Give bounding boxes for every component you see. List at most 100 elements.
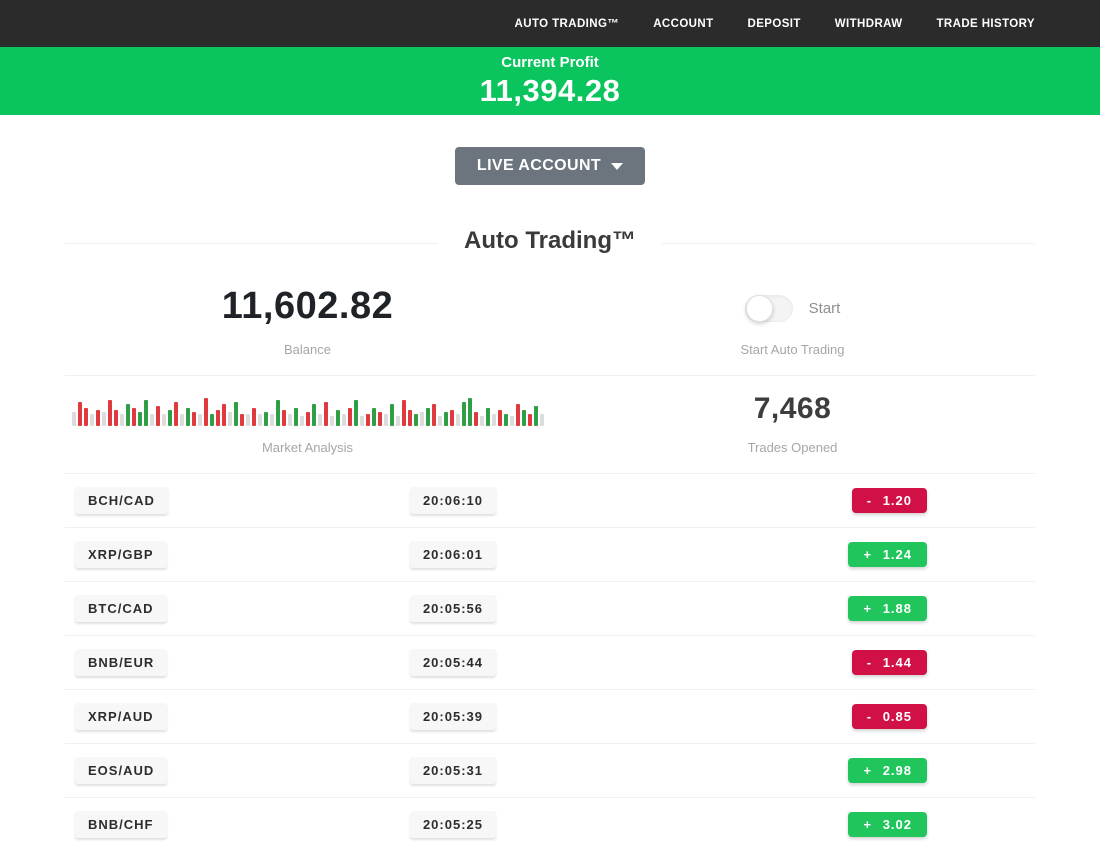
market-bar [353,400,358,426]
pair-cell: BNB/EUR [65,649,317,676]
market-bar [359,416,364,426]
pair-badge: XRP/GBP [75,541,167,568]
balance-stat: 11,602.82 Balance [65,285,550,357]
toggle-knob-icon [745,295,773,322]
market-bar [245,414,250,426]
market-bar [125,404,130,426]
trade-row: BTC/CAD 20:05:56 + 1.88 [65,582,1035,636]
time-cell: 20:05:39 [317,703,589,730]
market-bar [491,414,496,426]
result-badge: - 0.85 [851,704,927,729]
top-nav-items: AUTO TRADING™ ACCOUNT DEPOSIT WITHDRAW T… [65,18,1035,30]
market-bar [119,414,124,426]
market-bar [455,414,460,426]
time-badge: 20:06:10 [409,487,496,514]
trade-row: XRP/GBP 20:06:01 + 1.24 [65,528,1035,582]
market-bar [167,410,172,426]
market-bar [389,404,394,426]
market-bar [83,408,88,426]
market-bar [227,412,232,426]
time-cell: 20:05:44 [317,649,589,676]
market-bar [341,414,346,426]
market-bar [509,416,514,426]
stats-row-1: 11,602.82 Balance Start Start Auto Tradi… [65,259,1035,376]
nav-trade-history[interactable]: TRADE HISTORY [936,17,1035,30]
current-profit-value: 11,394.28 [479,72,621,108]
market-bar [419,412,424,426]
market-bar [161,414,166,426]
pair-cell: XRP/AUD [65,703,317,730]
market-bar [449,410,454,426]
account-selector-row: LIVE ACCOUNT [65,147,1035,185]
market-analysis-chart [71,392,544,426]
auto-trading-toggle[interactable] [744,295,793,322]
market-bar [233,402,238,426]
market-bar [503,414,508,426]
nav-auto-trading[interactable]: AUTO TRADING™ [514,17,620,30]
market-bar [101,412,106,426]
market-bar [461,402,466,426]
market-bar [473,412,478,426]
result-badge: - 1.44 [851,650,927,675]
market-bar [407,410,412,426]
live-account-button[interactable]: LIVE ACCOUNT [454,147,646,185]
market-bar [425,408,430,426]
market-bar [287,414,292,426]
market-bar [323,402,328,426]
pair-cell: BTC/CAD [65,595,317,622]
market-bar [131,408,136,426]
main-content: LIVE ACCOUNT Auto Trading™ 11,602.82 Bal… [65,147,1035,844]
market-bar [371,408,376,426]
market-bar [527,414,532,426]
result-badge: - 1.20 [851,488,927,513]
market-bar [539,414,544,426]
market-bar [347,408,352,426]
trades-list: BCH/CAD 20:06:10 - 1.20 XRP/GBP 20:06:01… [65,474,1035,844]
market-bar [395,416,400,426]
stats-row-2: Market Analysis 7,468 Trades Opened [65,376,1035,474]
market-bar [263,412,268,426]
market-bar [443,412,448,426]
pair-badge: BCH/CAD [75,487,168,514]
time-badge: 20:05:31 [409,757,496,784]
page-title: Auto Trading™ [438,227,662,254]
market-bar [431,404,436,426]
result-badge: + 2.98 [848,758,927,783]
chevron-down-icon [611,162,624,170]
market-bar [365,414,370,426]
time-cell: 20:06:10 [317,487,589,514]
balance-value: 11,602.82 [221,285,394,327]
nav-withdraw[interactable]: WITHDRAW [834,17,903,30]
market-bar [77,402,82,426]
market-bar [173,402,178,426]
market-bar [89,414,94,426]
balance-label: Balance [284,342,331,357]
nav-account[interactable]: ACCOUNT [653,17,714,30]
current-profit-label: Current Profit [501,53,599,71]
pair-cell: XRP/GBP [65,541,317,568]
time-badge: 20:05:39 [409,703,496,730]
market-bar [479,416,484,426]
market-bar [275,400,280,426]
market-bar [215,410,220,426]
toggle-row: Start [744,295,840,322]
result-cell: + 3.02 [589,812,1035,837]
pair-badge: EOS/AUD [75,757,168,784]
current-profit-banner: Current Profit 11,394.28 [0,47,1100,115]
section-title-row: Auto Trading™ [65,227,1035,259]
result-cell: + 2.98 [589,758,1035,783]
market-bar [335,410,340,426]
trades-opened-value: 7,468 [753,392,832,425]
market-bar [311,404,316,426]
market-bar [191,412,196,426]
market-bar [401,400,406,426]
time-cell: 20:05:25 [317,811,589,838]
result-cell: - 1.20 [589,488,1035,513]
market-bar [497,410,502,426]
result-cell: + 1.88 [589,596,1035,621]
market-bar [467,398,472,426]
market-analysis-stat: Market Analysis [65,392,550,455]
nav-deposit[interactable]: DEPOSIT [747,17,801,30]
market-bar [413,414,418,426]
market-bar [113,410,118,426]
